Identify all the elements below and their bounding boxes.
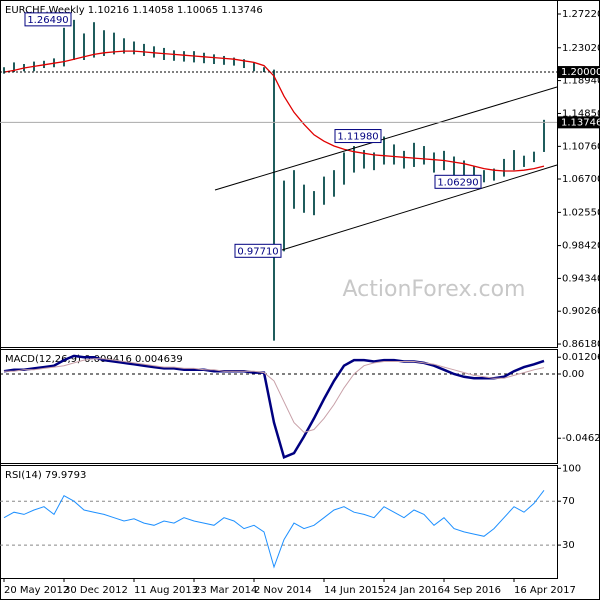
y-tick-label: -0.046267 [562,433,600,444]
indicator-line [3,489,545,569]
y-tick-label: 1.10760 [562,141,600,152]
channel-line [214,86,558,191]
annotation-box [24,12,72,27]
y-tick-label: 100 [562,463,581,474]
x-tick-label: 24 Jan 2016 [384,585,444,596]
channel-line [281,164,558,251]
panel-border [0,0,558,348]
x-tick-label: 11 Aug 2013 [134,585,198,596]
annotation-box [334,129,382,144]
watermark: ActionForex.com [343,277,526,302]
x-tick-label: 16 Apr 2017 [514,585,576,596]
y-tick-label: 0.94340 [562,273,600,284]
x-tick-label: 4 Sep 2016 [444,585,501,596]
y-tick-label: 0.90260 [562,306,600,317]
moving-average [3,50,545,172]
y-tick-label: 1.02550 [562,207,600,218]
y-tick-label: 1.14850 [562,108,600,119]
y-tick-label: 0.012067 [562,352,600,363]
x-tick-label: 20 May 2012 [4,585,69,596]
annotation-box [434,174,482,189]
y-tick-label: 0.86180 [562,339,600,350]
x-tick-label: 23 Mar 2014 [194,585,257,596]
y-tick-label: 1.27220 [562,9,600,20]
annotation-label: 0.97710 [237,246,278,257]
y-tick-label: 0.98420 [562,241,600,252]
y-tick-label: 1.06700 [562,174,600,185]
panel-title: RSI(14) 79.9793 [5,470,86,481]
panel-border [0,349,558,464]
price-label-box [558,66,600,79]
x-tick-label: 14 Jun 2015 [324,585,384,596]
panel-title: MACD(12,26,9) 0.009416 0.004639 [5,354,183,365]
y-tick-label: 1.18940 [562,76,600,87]
y-tick-label: 70 [562,496,575,507]
indicator-line [4,358,545,433]
indicator-line [3,354,545,459]
panel-border [0,465,558,579]
y-tick-label: 1.23020 [562,43,600,54]
price-label-box [558,116,600,129]
price-label: 1.20000 [561,67,600,78]
y-tick-label: 30 [562,540,575,551]
price-label: 1.13746 [561,117,600,128]
x-tick-label: 30 Dec 2012 [64,585,128,596]
annotation-label: 1.26490 [27,15,68,26]
annotation-label: 1.06290 [437,177,478,188]
annotation-label: 1.11980 [337,132,378,143]
annotation-box [234,243,282,258]
y-tick-label: 0.00 [562,369,584,380]
x-tick-label: 2 Nov 2014 [254,585,312,596]
panel-title: EURCHF,Weekly 1.10216 1.14058 1.10065 1.… [5,5,263,16]
